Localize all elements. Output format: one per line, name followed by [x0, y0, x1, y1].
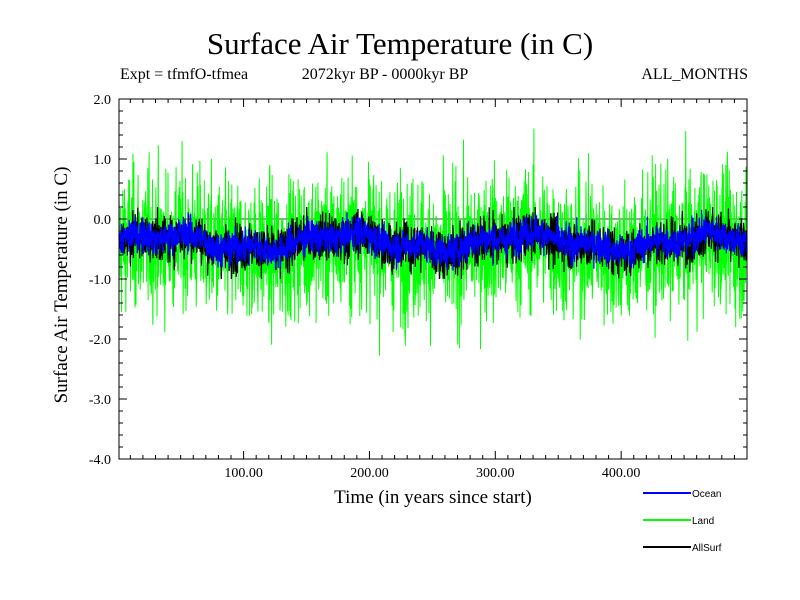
period-label: 2072kyr BP - 0000kyr BP — [301, 66, 469, 83]
y-axis-title: Surface Air Temperature (in C) — [51, 167, 72, 404]
x-axis-title: Time (in years since start) — [334, 487, 532, 508]
x-tick-label: 400.00 — [602, 466, 641, 481]
y-tick-label: -2.0 — [89, 333, 111, 348]
chart-title: Surface Air Temperature (in C) — [206, 26, 594, 61]
y-tick-label: 1.0 — [94, 153, 112, 168]
y-tick-label: 0.0 — [94, 213, 112, 228]
experiment-label: Expt = tfmfO-tfmea — [120, 66, 249, 83]
months-label: ALL_MONTHS — [641, 66, 748, 83]
series-line-ocean — [118, 209, 748, 271]
x-tick-label: 100.00 — [224, 466, 263, 481]
x-tick-label: 300.00 — [476, 466, 515, 481]
legend-label-allsurf: AllSurf — [692, 543, 722, 554]
y-tick-label: -4.0 — [89, 453, 111, 468]
legend-label-land: Land — [692, 516, 714, 527]
y-tick-label: 2.0 — [94, 93, 112, 108]
y-tick-label: -3.0 — [89, 393, 111, 408]
legend-label-ocean: Ocean — [692, 489, 721, 500]
x-tick-label: 200.00 — [350, 466, 389, 481]
y-tick-label: -1.0 — [89, 273, 111, 288]
